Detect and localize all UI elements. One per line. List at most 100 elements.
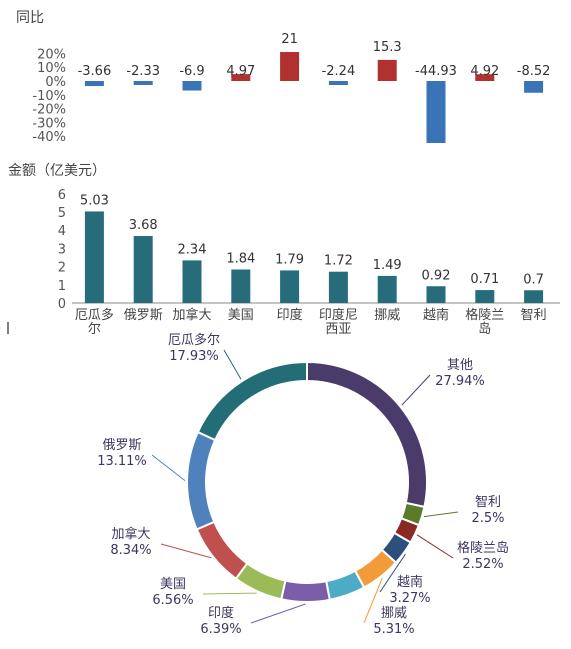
amount-category-label: 挪威	[374, 308, 400, 323]
amount-value-label: 0.7	[523, 272, 544, 287]
amount-bar	[426, 286, 446, 303]
donut-leader-line	[379, 553, 406, 593]
yoy-bar	[133, 81, 153, 85]
amount-value-label: 0.71	[470, 272, 499, 287]
yoy-value-label: 21	[281, 32, 298, 47]
yoy-value-label: 4.92	[470, 64, 499, 79]
donut-label-value: 5.31%	[373, 622, 414, 637]
donut-label-name: 越南	[397, 574, 423, 590]
amount-category-label: 西亚	[325, 322, 351, 337]
amount-y-tick-label: 2	[58, 261, 66, 276]
amount-category-label: 印度	[277, 307, 303, 323]
donut-leader-line	[401, 374, 431, 406]
donut-slice	[195, 520, 249, 581]
donut-label-name: 智利	[475, 495, 501, 510]
amount-value-label: 5.03	[80, 193, 109, 208]
donut-label-value: 8.34%	[110, 543, 151, 558]
donut-label-value: 2.52%	[462, 557, 503, 572]
amount-value-label: 1.79	[275, 252, 304, 267]
donut-label-value: 6.56%	[152, 593, 193, 608]
donut-label-value: 6.39%	[200, 622, 241, 637]
amount-value-label: 1.49	[373, 258, 402, 273]
yoy-bar	[377, 59, 397, 81]
donut-label-name: 厄瓜多尔	[168, 332, 220, 348]
amount-y-tick-label: 3	[58, 242, 66, 257]
donut-slice	[196, 360, 308, 442]
donut-label-name: 加拿大	[111, 526, 150, 542]
amount-bar	[280, 270, 300, 303]
amount-value-label: 2.34	[178, 242, 207, 257]
donut-slice	[186, 430, 217, 531]
amount-value-label: 3.68	[129, 218, 158, 233]
donut-label-value: 17.93%	[169, 349, 219, 364]
donut-leader-line	[151, 454, 186, 481]
amount-bar	[231, 269, 251, 303]
yoy-value-label: 4.97	[226, 64, 255, 79]
yoy-y-tick-label: 0%	[45, 75, 66, 90]
amount-bar	[524, 290, 544, 303]
amount-category-label: 格陵兰	[465, 307, 504, 323]
amount-category-label: 厄瓜多	[75, 307, 114, 323]
amount-value-label: 1.84	[226, 252, 255, 267]
donut-label-name: 美国	[160, 577, 186, 592]
donut-leader-line	[363, 577, 383, 624]
amount-value-label: 1.72	[324, 254, 353, 269]
yoy-value-label: -2.33	[126, 64, 160, 79]
yoy-y-tick-label: -20%	[32, 103, 66, 118]
donut-slice	[325, 569, 366, 601]
yoy-y-tick-label: -10%	[32, 89, 66, 104]
amount-y-tick-label: 1	[58, 279, 66, 294]
amount-bar	[133, 236, 153, 303]
amount-category-label: 加拿大	[172, 307, 211, 323]
yoy-y-tick-label: -40%	[32, 130, 66, 145]
amount-y-tick-label: 0	[58, 297, 66, 312]
amount-y-tick-label: 4	[58, 224, 66, 239]
yoy-y-tick-label: 20%	[37, 47, 66, 62]
yoy-bar	[231, 74, 251, 81]
donut-label-name: 印度	[208, 605, 234, 621]
donut-leader-line	[250, 603, 306, 624]
yoy-title: 同比	[16, 10, 44, 26]
donut-leader-line	[160, 543, 212, 559]
yoy-bar	[280, 52, 300, 81]
yoy-y-tick-label: 10%	[37, 61, 66, 76]
amount-title: 金额（亿美元）	[8, 163, 106, 179]
amount-bar	[182, 260, 202, 303]
yoy-bar	[475, 74, 495, 81]
donut-label-name: 挪威	[381, 606, 407, 621]
donut-label-name: 俄罗斯	[102, 438, 141, 453]
amount-bar	[475, 290, 495, 303]
yoy-bar-chart: 同比 20%10%0%-10%-20%-30%-40% -3.66 -2.33 -6.9…	[16, 10, 550, 145]
amount-category-label: 尔	[88, 322, 101, 337]
yoy-value-label: 15.3	[373, 40, 402, 55]
amount-value-label: 0.92	[422, 268, 451, 283]
amount-category-label: 印度尼	[319, 307, 358, 323]
amount-category-label: 岛	[478, 321, 491, 337]
share-donut-chart: 其他27.94%智利2.5%格陵兰岛2.52%越南3.27%挪威5.31%印度6…	[97, 332, 509, 637]
amount-y-tick-label: 6	[58, 188, 66, 203]
yoy-value-label: -6.9	[179, 64, 204, 79]
yoy-value-label: -8.52	[517, 64, 551, 79]
yoy-bar	[84, 81, 104, 87]
yoy-bar	[328, 81, 348, 85]
amount-category-label: 智利	[521, 308, 547, 323]
yoy-value-label: -3.66	[78, 64, 112, 79]
donut-label-value: 13.11%	[97, 454, 147, 469]
amount-category-label: 俄罗斯	[124, 308, 163, 323]
donut-label-value: 2.5%	[471, 511, 504, 526]
amount-y-tick-label: 5	[58, 206, 66, 221]
yoy-bar	[182, 81, 202, 91]
amount-bar	[84, 211, 104, 303]
donut-slice	[280, 579, 331, 603]
amount-category-label: 美国	[228, 308, 254, 323]
donut-label-value: 3.27%	[389, 591, 430, 606]
amount-bar-chart: 金额（亿美元） 6 5 4 3 2 1 0 5.03 厄瓜多尔 3.68 俄罗斯 2.34 加拿大 1.84…	[7, 163, 560, 337]
donut-leader-line	[423, 511, 459, 518]
donut-leader-line	[416, 534, 454, 559]
yoy-bar	[426, 81, 446, 144]
yoy-y-tick-label: -30%	[32, 116, 66, 131]
yoy-value-label: -44.93	[415, 64, 457, 79]
donut-slice	[306, 360, 428, 509]
amount-bar	[328, 271, 348, 303]
